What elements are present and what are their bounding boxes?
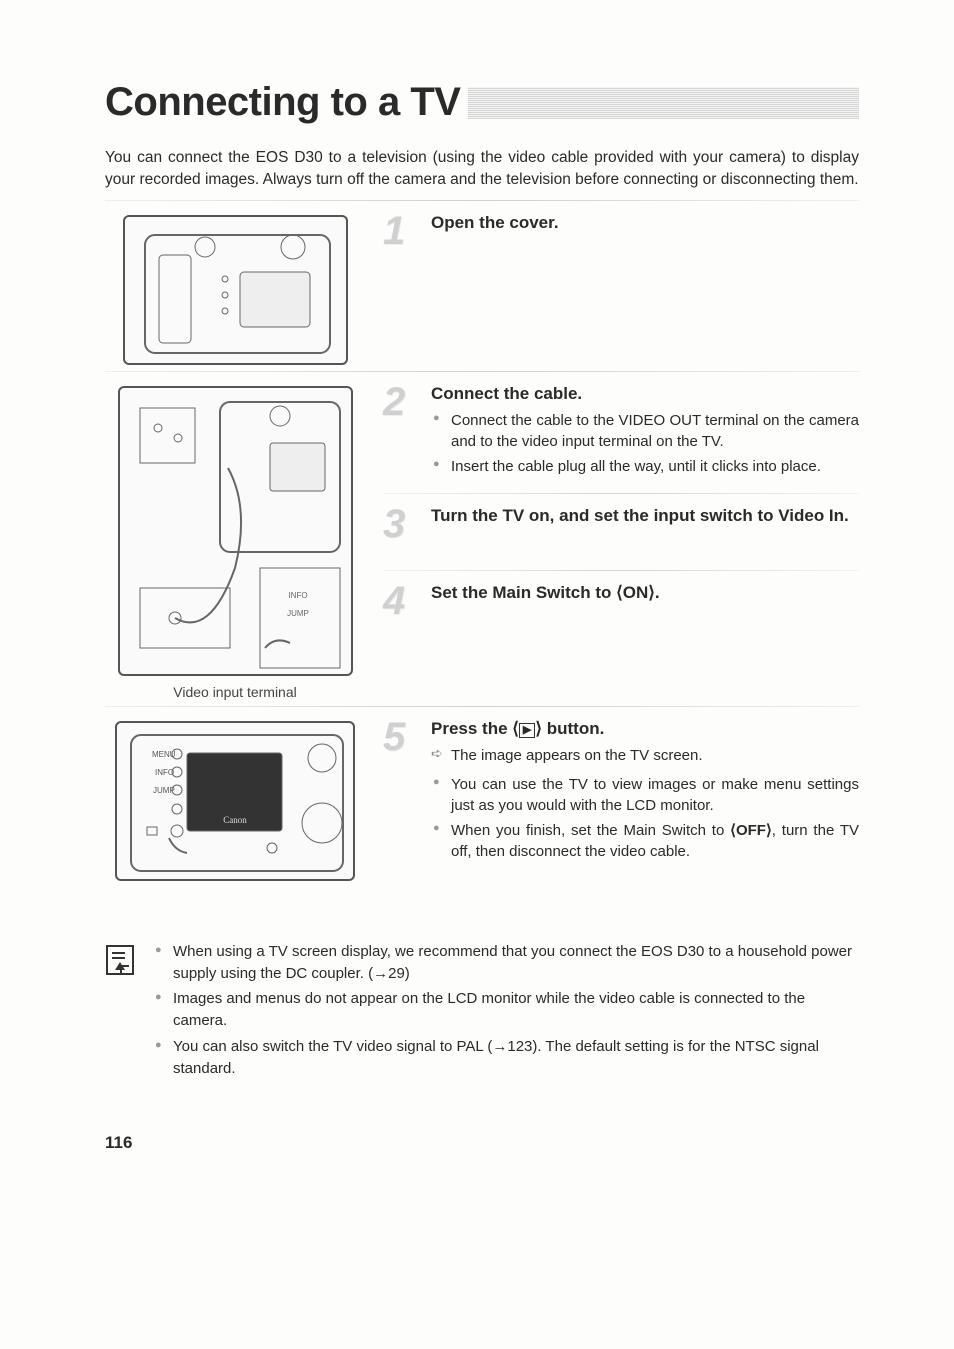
step-number-2: 2 [383, 382, 419, 422]
divider [105, 200, 859, 201]
title-decorative-bar [468, 87, 859, 119]
divider [105, 706, 859, 707]
playback-icon: ▶ [519, 723, 535, 738]
note-icon [105, 944, 135, 976]
notes-list: When using a TV screen display, we recom… [155, 941, 859, 1084]
note-1: When using a TV screen display, we recom… [155, 941, 859, 985]
illustration-camera-cover [123, 215, 348, 365]
divider [105, 371, 859, 372]
step-number-4: 4 [383, 581, 419, 621]
step-5-heading: Press the ⟨▶⟩ button. [431, 719, 859, 739]
svg-text:INFO: INFO [288, 591, 307, 600]
svg-text:INFO: INFO [155, 768, 174, 777]
step-2-bullet-2: Insert the cable plug all the way, until… [431, 456, 859, 477]
step-3-heading: Turn the TV on, and set the input switch… [431, 506, 859, 526]
step-5-bullet-1: You can use the TV to view images or mak… [431, 774, 859, 816]
intro-paragraph: You can connect the EOS D30 to a televis… [105, 147, 859, 192]
step-1-heading: Open the cover. [431, 213, 859, 233]
svg-text:Canon: Canon [223, 815, 247, 825]
step-2-bullet-1: Connect the cable to the VIDEO OUT termi… [431, 410, 859, 452]
divider [383, 493, 859, 494]
step-number-1: 1 [383, 211, 419, 251]
steps-2-3-4-text: 2 Connect the cable. Connect the cable t… [383, 382, 859, 625]
step-5-result: The image appears on the TV screen. [431, 745, 859, 766]
step-5-notes: You can use the TV to view images or mak… [431, 774, 859, 862]
note-2: Images and menus do not appear on the LC… [155, 988, 859, 1032]
step-1-row: 1 Open the cover. [105, 211, 859, 365]
svg-text:JUMP: JUMP [153, 786, 175, 795]
image-2-caption: Video input terminal [173, 684, 296, 700]
illustration-cable-connection: INFO JUMP [118, 386, 353, 676]
step-number-5: 5 [383, 717, 419, 757]
step-2-heading: Connect the cable. [431, 384, 859, 404]
step-2-row: INFO JUMP Video input terminal 2 Connect… [105, 382, 859, 700]
title-row: Connecting to a TV [105, 80, 859, 125]
step-5-bullet-2: When you finish, set the Main Switch to … [431, 820, 859, 862]
step-5-text: 5 Press the ⟨▶⟩ button. The image appear… [383, 717, 859, 870]
step-1-image-col [105, 211, 365, 365]
step-5-image-col: Canon MENU INFO JUMP [105, 717, 365, 881]
step-number-3: 3 [383, 504, 419, 544]
svg-text:JUMP: JUMP [287, 609, 309, 618]
step-1-text: 1 Open the cover. [383, 211, 859, 255]
step-2-bullets: Connect the cable to the VIDEO OUT termi… [431, 410, 859, 477]
divider [383, 570, 859, 571]
step-5-row: Canon MENU INFO JUMP 5 Press the ⟨▶⟩ but… [105, 717, 859, 881]
step-2-image-col: INFO JUMP Video input terminal [105, 382, 365, 700]
step-4-heading: Set the Main Switch to ⟨ON⟩. [431, 583, 859, 603]
page-title: Connecting to a TV [105, 80, 460, 125]
step-5-bullets: The image appears on the TV screen. [431, 745, 859, 766]
notes-section: When using a TV screen display, we recom… [105, 941, 859, 1084]
illustration-camera-lcd: Canon MENU INFO JUMP [115, 721, 355, 881]
page-number: 116 [105, 1133, 859, 1153]
note-3: You can also switch the TV video signal … [155, 1036, 859, 1080]
